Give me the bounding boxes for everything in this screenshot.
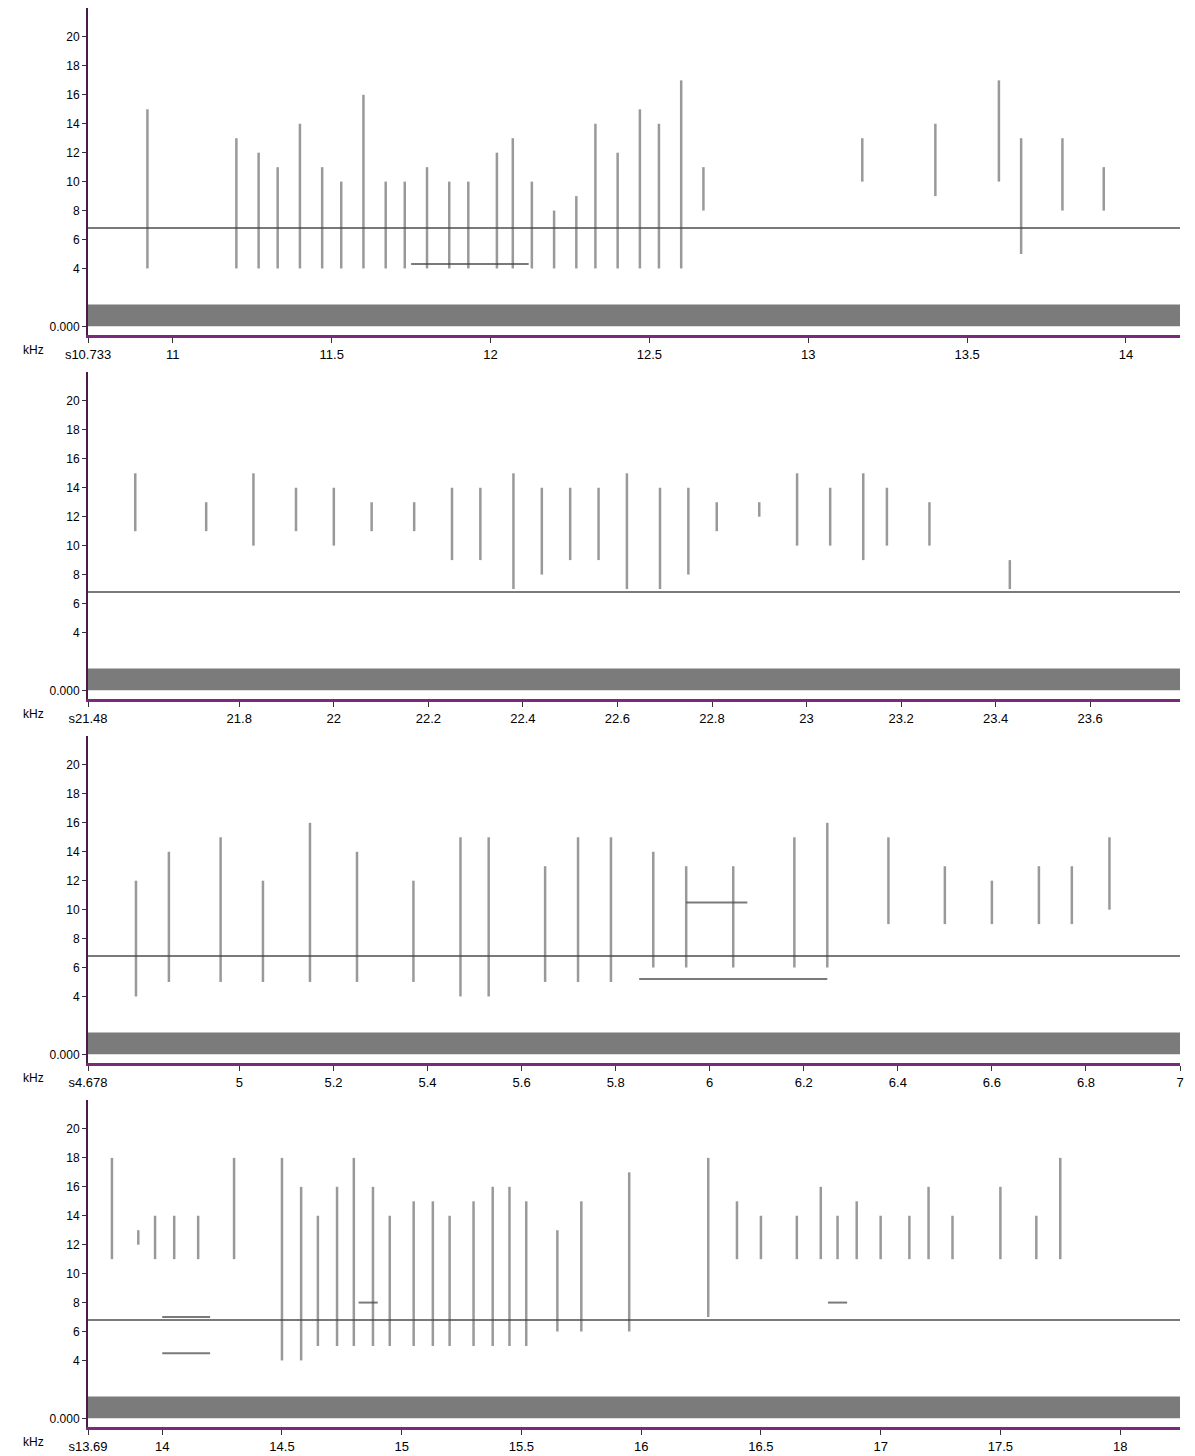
svg-text:12: 12 xyxy=(66,146,80,160)
svg-text:8: 8 xyxy=(73,1296,80,1310)
svg-text:6.2: 6.2 xyxy=(795,1075,813,1090)
svg-text:15: 15 xyxy=(394,1439,408,1454)
svg-text:13.5: 13.5 xyxy=(954,347,979,362)
svg-text:16: 16 xyxy=(66,1180,80,1194)
svg-text:6.8: 6.8 xyxy=(1077,1075,1095,1090)
svg-text:5.8: 5.8 xyxy=(607,1075,625,1090)
svg-text:18: 18 xyxy=(66,59,80,73)
svg-text:13: 13 xyxy=(801,347,815,362)
svg-text:22.6: 22.6 xyxy=(605,711,630,726)
svg-text:6: 6 xyxy=(73,597,80,611)
svg-text:23.2: 23.2 xyxy=(888,711,913,726)
svg-text:18: 18 xyxy=(66,1151,80,1165)
svg-text:6: 6 xyxy=(73,1325,80,1339)
svg-text:5.4: 5.4 xyxy=(419,1075,437,1090)
svg-text:16: 16 xyxy=(66,816,80,830)
svg-text:4: 4 xyxy=(73,626,80,640)
svg-text:kHz: kHz xyxy=(23,1071,44,1085)
svg-text:16: 16 xyxy=(66,88,80,102)
svg-text:12: 12 xyxy=(483,347,497,362)
svg-text:10: 10 xyxy=(66,175,80,189)
svg-text:12.5: 12.5 xyxy=(637,347,662,362)
svg-text:23: 23 xyxy=(799,711,813,726)
svg-text:12: 12 xyxy=(66,510,80,524)
svg-text:18: 18 xyxy=(66,787,80,801)
svg-text:6: 6 xyxy=(706,1075,713,1090)
svg-text:kHz: kHz xyxy=(23,707,44,721)
svg-text:20: 20 xyxy=(66,758,80,772)
svg-text:22.4: 22.4 xyxy=(510,711,535,726)
svg-text:23.4: 23.4 xyxy=(983,711,1008,726)
svg-text:kHz: kHz xyxy=(23,1435,44,1449)
svg-text:14: 14 xyxy=(66,845,80,859)
svg-text:7: 7 xyxy=(1176,1075,1183,1090)
svg-text:23.6: 23.6 xyxy=(1078,711,1103,726)
svg-text:15.5: 15.5 xyxy=(509,1439,534,1454)
svg-text:4: 4 xyxy=(73,262,80,276)
svg-text:0.000: 0.000 xyxy=(50,1412,80,1426)
svg-text:21.8: 21.8 xyxy=(227,711,252,726)
svg-text:s13.69: s13.69 xyxy=(68,1439,107,1454)
svg-text:kHz: kHz xyxy=(23,343,44,357)
svg-text:5.6: 5.6 xyxy=(513,1075,531,1090)
svg-text:12: 12 xyxy=(66,1238,80,1252)
svg-text:s21.48: s21.48 xyxy=(68,711,107,726)
svg-text:5.2: 5.2 xyxy=(324,1075,342,1090)
svg-text:6.4: 6.4 xyxy=(889,1075,907,1090)
svg-text:0.000: 0.000 xyxy=(50,1048,80,1062)
svg-text:s4.678: s4.678 xyxy=(68,1075,107,1090)
svg-text:6.6: 6.6 xyxy=(983,1075,1001,1090)
svg-text:20: 20 xyxy=(66,1122,80,1136)
svg-text:8: 8 xyxy=(73,204,80,218)
svg-text:22: 22 xyxy=(327,711,341,726)
svg-text:11: 11 xyxy=(166,347,180,362)
svg-text:8: 8 xyxy=(73,568,80,582)
svg-text:6: 6 xyxy=(73,233,80,247)
svg-text:12: 12 xyxy=(66,874,80,888)
svg-text:14: 14 xyxy=(66,117,80,131)
svg-text:4: 4 xyxy=(73,1354,80,1368)
svg-text:s10.733: s10.733 xyxy=(65,347,111,362)
svg-text:16: 16 xyxy=(66,452,80,466)
svg-text:14: 14 xyxy=(66,1209,80,1223)
svg-text:14: 14 xyxy=(1119,347,1133,362)
svg-text:17: 17 xyxy=(873,1439,887,1454)
svg-text:14: 14 xyxy=(155,1439,169,1454)
svg-text:8: 8 xyxy=(73,932,80,946)
svg-text:14.5: 14.5 xyxy=(269,1439,294,1454)
svg-text:10: 10 xyxy=(66,1267,80,1281)
svg-text:0.000: 0.000 xyxy=(50,684,80,698)
svg-text:10: 10 xyxy=(66,903,80,917)
svg-text:6: 6 xyxy=(73,961,80,975)
svg-text:20: 20 xyxy=(66,394,80,408)
svg-text:20: 20 xyxy=(66,30,80,44)
svg-text:18: 18 xyxy=(66,423,80,437)
svg-text:10: 10 xyxy=(66,539,80,553)
svg-text:22.8: 22.8 xyxy=(699,711,724,726)
svg-text:0.000: 0.000 xyxy=(50,320,80,334)
svg-text:18: 18 xyxy=(1113,1439,1127,1454)
svg-text:4: 4 xyxy=(73,990,80,1004)
svg-text:17.5: 17.5 xyxy=(988,1439,1013,1454)
svg-text:5: 5 xyxy=(236,1075,243,1090)
svg-text:16.5: 16.5 xyxy=(748,1439,773,1454)
svg-text:14: 14 xyxy=(66,481,80,495)
svg-text:22.2: 22.2 xyxy=(416,711,441,726)
svg-text:11.5: 11.5 xyxy=(320,347,344,362)
svg-text:16: 16 xyxy=(634,1439,648,1454)
